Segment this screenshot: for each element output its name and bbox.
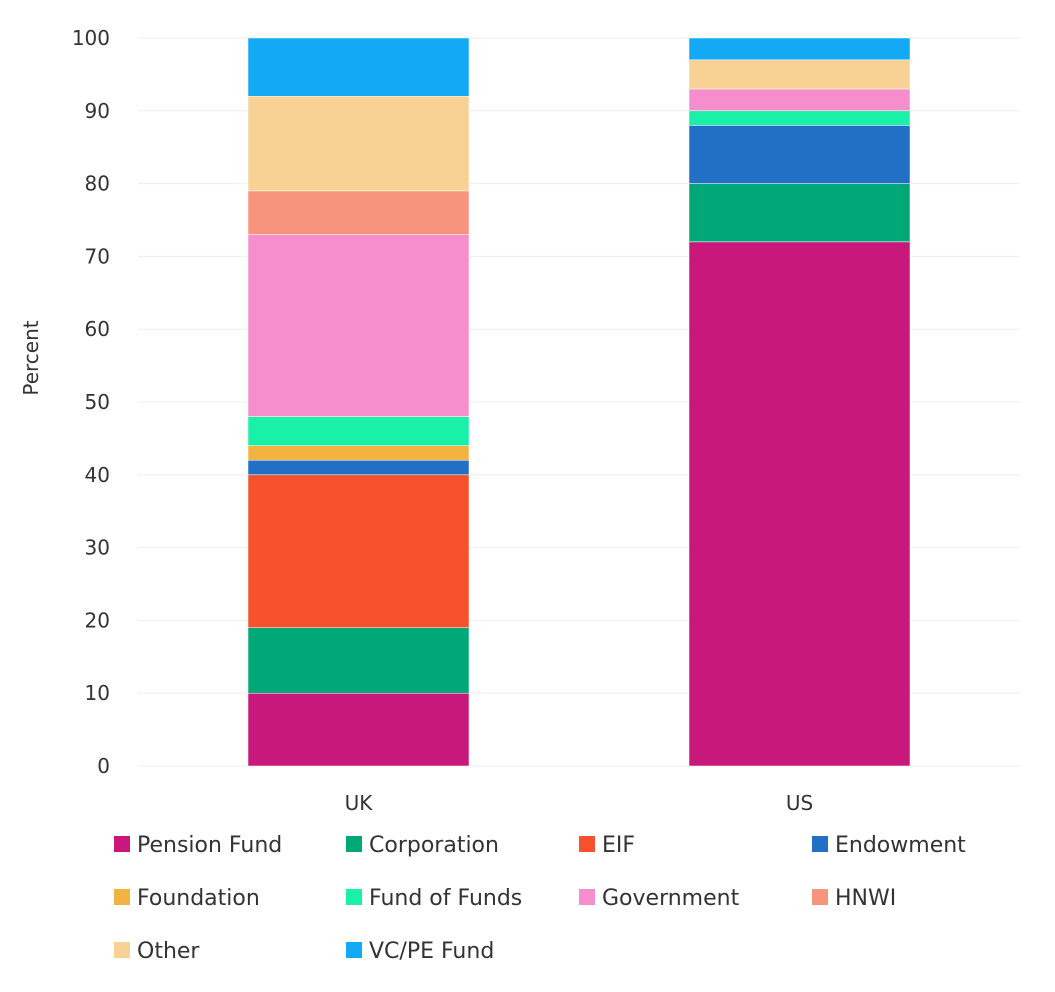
bar-segment (247, 627, 470, 694)
y-tick-label: 80 (85, 172, 110, 196)
legend: Pension Fund Corporation EIF Endowment Found… (114, 833, 966, 964)
bar-segment (247, 692, 470, 767)
bar-segment (247, 95, 470, 192)
legend-swatch (114, 836, 130, 852)
y-tick-label: 10 (85, 681, 110, 705)
legend-item: Foundation (114, 886, 260, 911)
bar-segment (247, 190, 470, 235)
y-tick-label: 70 (85, 244, 110, 268)
bar-segment (247, 459, 470, 476)
legend-swatch (579, 836, 595, 852)
legend-item: Endowment (812, 833, 966, 858)
bar-segment (247, 37, 470, 97)
legend-swatch (346, 836, 362, 852)
legend-item: Other (114, 939, 200, 964)
legend-swatch (579, 889, 595, 905)
legend-label: Fund of Funds (369, 886, 522, 911)
bar-segment (247, 234, 470, 417)
bar-segment (688, 183, 911, 243)
bar-segment (247, 474, 470, 628)
x-axis-ticks: UK US (345, 791, 814, 815)
legend-label: Corporation (369, 833, 499, 858)
legend-swatch (114, 889, 130, 905)
bar-segment (247, 416, 470, 446)
y-tick-label: 50 (85, 390, 110, 414)
bar-segment (688, 59, 911, 90)
y-tick-label: 60 (85, 317, 110, 341)
legend-label: Foundation (137, 886, 260, 911)
y-axis-ticks: 0 10 20 30 40 50 60 70 80 90 100 (72, 26, 110, 778)
y-tick-label: 20 (85, 608, 110, 632)
y-tick-label: 30 (85, 536, 110, 560)
bar-segment (247, 445, 470, 461)
bar-segment (688, 88, 911, 112)
x-tick-label: US (786, 791, 813, 815)
legend-label: EIF (602, 833, 635, 858)
legend-item: Fund of Funds (346, 886, 522, 911)
legend-label: Government (602, 886, 740, 911)
legend-swatch (346, 889, 362, 905)
legend-item: Government (579, 886, 740, 911)
bar-segment (688, 110, 911, 126)
bar-segment (688, 241, 911, 767)
legend-item: VC/PE Fund (346, 939, 494, 964)
legend-swatch (114, 942, 130, 958)
y-axis-title: Percent (19, 320, 43, 395)
y-tick-label: 40 (85, 463, 110, 487)
legend-label: VC/PE Fund (369, 939, 494, 964)
legend-label: Pension Fund (137, 833, 282, 858)
legend-swatch (812, 889, 828, 905)
x-tick-label: UK (345, 791, 374, 815)
legend-item: Pension Fund (114, 833, 282, 858)
y-tick-label: 100 (72, 26, 110, 50)
legend-label: HNWI (835, 886, 896, 911)
bar-segment (688, 37, 911, 61)
legend-label: Other (137, 939, 200, 964)
legend-label: Endowment (835, 833, 966, 858)
bars (247, 37, 911, 767)
legend-swatch (346, 942, 362, 958)
legend-item: Corporation (346, 833, 499, 858)
legend-swatch (812, 836, 828, 852)
legend-item: EIF (579, 833, 635, 858)
y-tick-label: 0 (97, 754, 110, 778)
y-tick-label: 90 (85, 99, 110, 123)
legend-item: HNWI (812, 886, 896, 911)
bar-segment (688, 125, 911, 184)
